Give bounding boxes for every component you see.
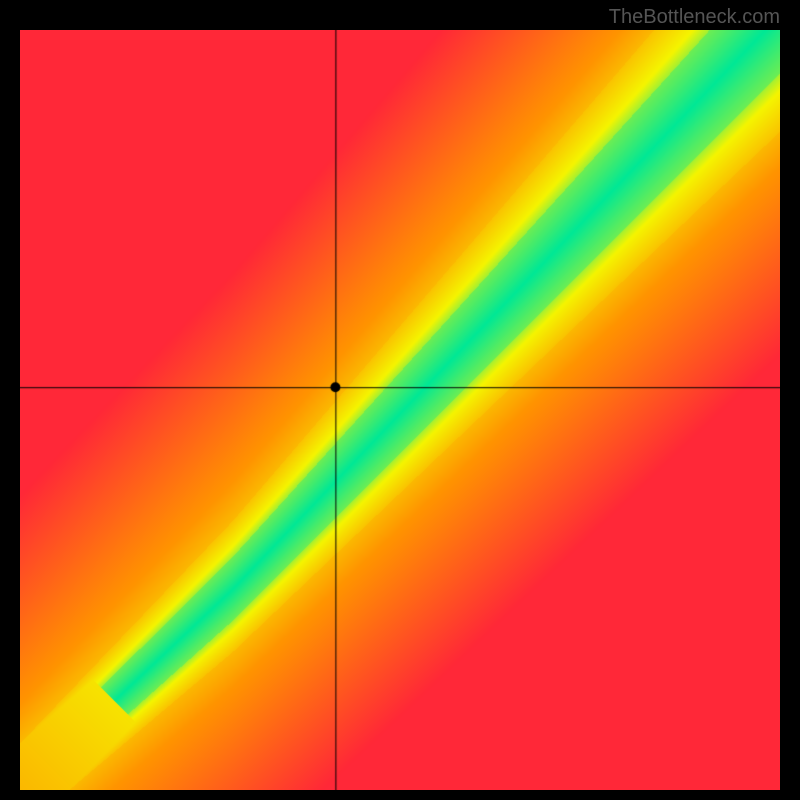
heatmap-canvas (20, 30, 780, 790)
heatmap-plot (20, 30, 780, 790)
watermark-text: TheBottleneck.com (609, 6, 780, 29)
